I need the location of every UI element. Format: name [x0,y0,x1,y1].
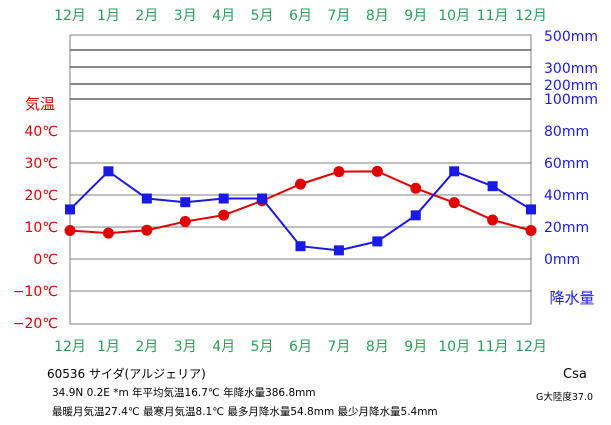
temp-tick-label: 10℃ [24,220,58,236]
temperature-point [102,227,114,239]
month-label-top: 9月 [404,8,427,24]
temperature-point [295,178,306,190]
precipitation-point [218,193,229,204]
precipitation-point [180,197,191,208]
precip-tick-label: 100mm [544,92,598,108]
temp-tick-label: −10℃ [13,284,58,300]
temp-tick-label: −20℃ [13,316,58,332]
precip-tick-label: 0mm [544,252,580,268]
temperature-point [218,209,230,221]
temperature-point [448,197,460,209]
month-label-bottom: 2月 [135,339,158,355]
precipitation-point [333,245,344,256]
precip-tick-label: 300mm [544,61,598,77]
month-label-top: 8月 [366,8,389,24]
koppen-class: Csa [563,367,587,382]
precip-tick-label: 500mm [544,29,598,45]
month-label-bottom: 4月 [212,339,235,355]
temperature-point [333,166,345,178]
temperature-point [64,225,76,237]
month-label-bottom: 8月 [366,339,389,355]
month-label-top: 12月 [54,8,86,24]
month-label-top: 11月 [477,8,509,24]
temperature-point [487,214,499,226]
month-label-bottom: 1月 [97,339,120,355]
precipitation-point [526,204,536,215]
month-label-top: 1月 [97,8,120,24]
precip-tick-label: 200mm [544,78,598,94]
precipitation-point [103,166,114,177]
month-label-bottom: 5月 [251,339,274,355]
station-extremes: 最暖月気温27.4℃ 最寒月気温8.1℃ 最多月降水量54.8mm 最少月降水量… [52,406,438,418]
month-label-bottom: 3月 [174,339,197,355]
station-summary: 34.9N 0.2E *m 年平均気温16.7℃ 年降水量386.8mm [52,387,316,399]
temp-tick-label: 20℃ [24,188,58,204]
month-label-bottom: 9月 [404,339,427,355]
precip-tick-label: 20mm [544,220,589,236]
temp-tick-label: 40℃ [24,124,58,140]
station-name: 60536 サイダ(アルジェリア) [47,367,206,381]
month-label-bottom: 11月 [477,339,509,355]
plot-frame [69,34,532,325]
month-label-top: 3月 [174,8,197,24]
month-label-bottom: 7月 [327,339,350,355]
month-label-bottom: 12月 [54,339,86,355]
month-label-bottom: 6月 [289,339,312,355]
temp-tick-label: 0℃ [33,252,58,268]
temperature-point [410,182,422,194]
precipitation-point [295,241,306,252]
precipitation-point [449,166,460,177]
month-label-top: 10月 [438,8,470,24]
precipitation-point [141,193,152,204]
precip-tick-label: 40mm [544,188,589,204]
precipitation-point [372,236,383,247]
month-label-top: 7月 [327,8,350,24]
continentality: G大陸度37.0 [536,392,594,403]
month-label-top: 4月 [212,8,235,24]
month-label-top: 12月 [515,8,547,24]
month-label-top: 6月 [289,8,312,24]
precip-axis-label: 降水量 [549,289,594,307]
month-label-bottom: 12月 [515,339,547,355]
temp-axis-label: 気温 [25,95,55,113]
precipitation-point [257,193,268,204]
month-label-top: 2月 [135,8,158,24]
precipitation-point [487,181,498,192]
month-label-bottom: 10月 [438,339,470,355]
precipitation-point [65,204,75,215]
temperature-point [179,216,191,228]
temperature-point [371,165,383,177]
month-label-top: 5月 [251,8,274,24]
precip-tick-label: 80mm [544,124,589,140]
precip-tick-label: 60mm [544,156,589,172]
temp-tick-label: 30℃ [24,156,58,172]
temperature-point [141,224,153,236]
precipitation-point [410,210,421,221]
temperature-point [525,225,537,237]
